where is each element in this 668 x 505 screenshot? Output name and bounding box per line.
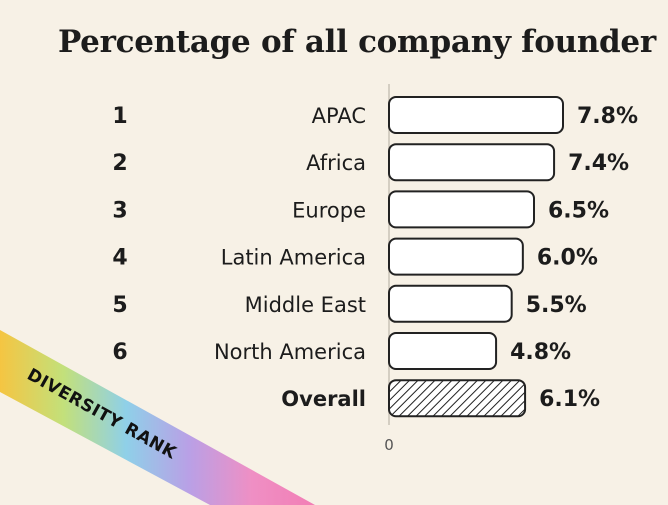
- category-label: Middle East: [245, 293, 366, 317]
- value-label: 7.4%: [568, 151, 629, 176]
- bar: [388, 284, 513, 323]
- chart-title: Percentage of all company founder: [58, 24, 656, 60]
- category-label: Overall: [281, 387, 366, 411]
- value-label: 6.0%: [537, 246, 598, 271]
- x-tick-label: 0: [384, 436, 394, 454]
- bar-overall: [388, 379, 527, 418]
- value-label: 6.5%: [548, 198, 609, 223]
- bar: [388, 237, 524, 276]
- bar: [388, 96, 564, 134]
- bar: [388, 332, 498, 370]
- rank-label: 5: [112, 293, 127, 318]
- bar: [388, 143, 556, 182]
- category-label: North America: [214, 340, 366, 364]
- rank-label: 6: [112, 340, 127, 365]
- rank-label: 2: [112, 151, 127, 176]
- value-label: 6.1%: [539, 387, 600, 412]
- value-label: 7.8%: [577, 104, 638, 129]
- category-label: Africa: [306, 151, 366, 175]
- bar: [388, 190, 535, 229]
- category-label: APAC: [312, 104, 366, 128]
- category-label: Europe: [292, 198, 366, 222]
- value-label: 5.5%: [526, 293, 587, 318]
- category-label: Latin America: [221, 246, 366, 270]
- rank-label: 4: [112, 246, 127, 271]
- rank-label: 3: [112, 198, 127, 223]
- rank-label: 1: [112, 104, 127, 129]
- value-label: 4.8%: [510, 340, 571, 365]
